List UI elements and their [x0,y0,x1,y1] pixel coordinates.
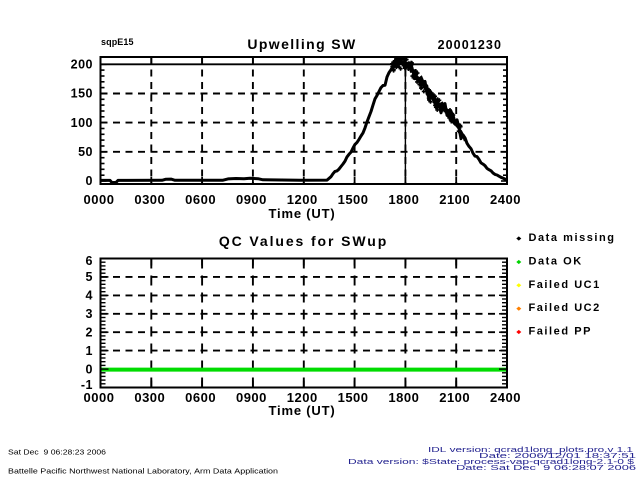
svg-text:1500: 1500 [338,390,369,405]
svg-text:6: 6 [86,254,93,268]
svg-text:Data version: $State: process-: Data version: $State: process-vap-qcrad1… [348,457,635,466]
svg-text:Upwelling SW: Upwelling SW [247,36,356,52]
svg-text:Battelle Pacific Northwest Nat: Battelle Pacific Northwest National Labo… [8,466,278,475]
svg-text:sqpE15: sqpE15 [101,37,134,47]
svg-text:2400: 2400 [490,390,521,405]
svg-text:QC Values for SWup: QC Values for SWup [219,233,388,249]
svg-text:IDL version: qcrad1long_plots.: IDL version: qcrad1long_plots.pro,v 1.1 [428,445,633,454]
svg-text:Time (UT): Time (UT) [269,403,336,418]
svg-text:0: 0 [86,174,93,188]
svg-text:Failed PP: Failed PP [529,326,592,338]
svg-text:Failed UC1: Failed UC1 [529,279,601,291]
svg-text:1200: 1200 [287,390,318,405]
svg-text:Data missing: Data missing [529,232,616,244]
svg-text:Date: 2006/12/01 18:37:51: Date: 2006/12/01 18:37:51 [479,451,636,460]
svg-text:Time (UT): Time (UT) [269,206,336,221]
svg-text:50: 50 [78,145,93,159]
svg-text:0900: 0900 [236,192,267,207]
svg-text:1800: 1800 [388,390,419,405]
svg-text:0300: 0300 [134,390,165,405]
svg-text:200: 200 [71,57,93,71]
svg-text:0600: 0600 [185,192,216,207]
svg-text:0000: 0000 [84,390,115,405]
svg-text:2100: 2100 [439,390,470,405]
svg-text:1500: 1500 [338,192,369,207]
svg-text:1800: 1800 [388,192,419,207]
svg-text:0300: 0300 [134,192,165,207]
svg-text:150: 150 [71,87,93,101]
svg-text:Date: Sat Dec 9 06:28:07 2006: Date: Sat Dec 9 06:28:07 2006 [456,463,636,472]
svg-text:3: 3 [86,307,93,321]
svg-text:Sat Dec 9 06:28:23 2006: Sat Dec 9 06:28:23 2006 [8,448,106,457]
svg-text:1200: 1200 [287,192,318,207]
svg-text:20001230: 20001230 [438,38,502,52]
svg-text:Failed UC2: Failed UC2 [529,302,601,314]
svg-text:0000: 0000 [84,192,115,207]
svg-text:-1: -1 [81,378,93,392]
svg-text:Data OK: Data OK [529,256,583,268]
svg-text:2100: 2100 [439,192,470,207]
svg-text:1: 1 [86,344,93,358]
svg-text:0: 0 [86,362,93,376]
svg-text:100: 100 [71,116,93,130]
svg-text:0900: 0900 [236,390,267,405]
svg-text:2400: 2400 [490,192,521,207]
svg-text:4: 4 [86,289,93,303]
svg-text:0600: 0600 [185,390,216,405]
svg-text:2: 2 [86,325,93,339]
svg-text:5: 5 [86,270,93,284]
